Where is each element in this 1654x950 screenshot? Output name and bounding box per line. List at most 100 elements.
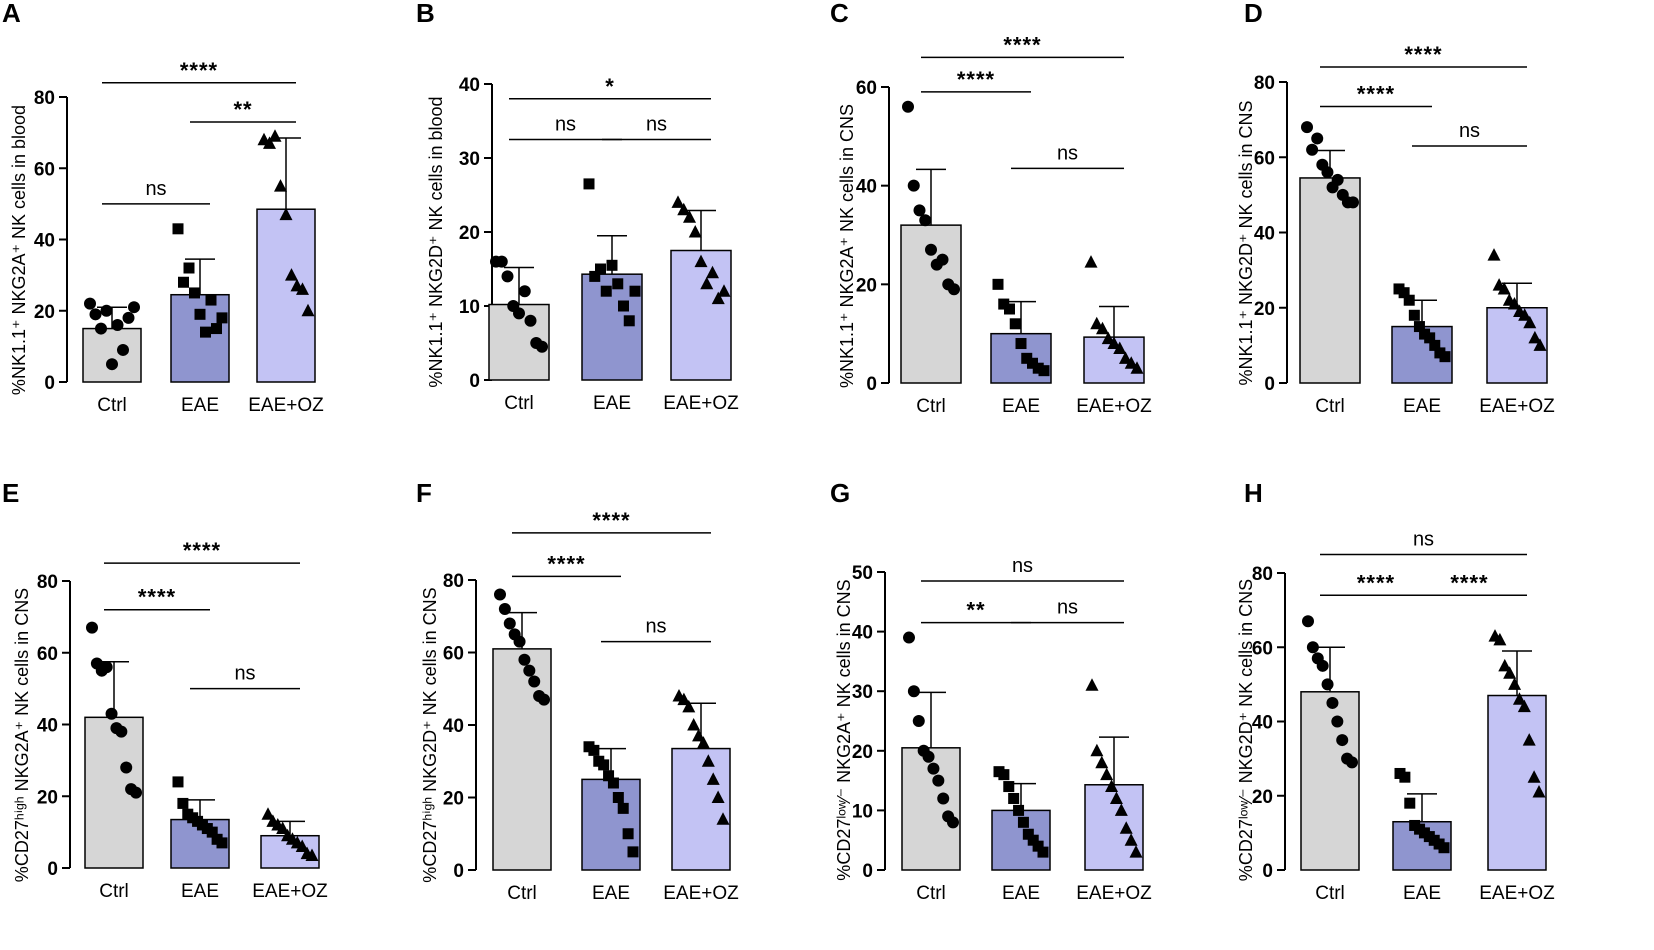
panel-a-point-2-2	[268, 129, 282, 142]
panel-h-point-1-2	[1404, 797, 1416, 809]
panel-g-point-0-0	[903, 631, 915, 644]
panel-E: E %CD27ʰⁱᵍʰ NKG2A⁺ NK cells in CNS 0 20 40 60…	[2, 478, 328, 902]
panel-b-ytick-label-2: 20	[459, 223, 480, 244]
panel-a-bar-2	[256, 208, 316, 383]
panel-b-point-0-1	[495, 255, 508, 268]
panel-f-point-2-9	[716, 812, 730, 825]
panel-c-point-1-8	[1038, 365, 1050, 377]
panel-g-point-0-2	[912, 715, 925, 727]
panel-h-comparison-label-2: ns	[1413, 528, 1434, 550]
panel-g-ytick-label-2: 20	[852, 742, 873, 763]
panel-a-point-0-3	[100, 304, 113, 317]
panel-g-ytick-label-0: 0	[862, 861, 873, 882]
panel-f-xlabel-1: EAE	[592, 883, 630, 904]
panel-a-point-1-0	[172, 223, 184, 235]
panel-c-comparison-label-2: ****	[1003, 32, 1041, 57]
panel-b-comparison-label-0: ns	[555, 114, 576, 136]
panel-c-ytick-label-0: 0	[866, 374, 877, 395]
panel-g-ytick-label-4: 40	[852, 623, 873, 644]
panel-c-point-1-1	[998, 298, 1010, 310]
panel-f-comparison-label-1: ns	[645, 616, 666, 638]
panel-g-ytick-label-3: 30	[852, 682, 873, 703]
panel-h-xlabel-0: Ctrl	[1315, 883, 1345, 904]
panel-c-point-2-5	[1113, 341, 1127, 354]
panel-d-point-0-9	[1347, 196, 1359, 209]
panel-b-ytick-label-0: 0	[469, 371, 480, 392]
panel-g-point-2-4	[1105, 779, 1119, 793]
panel-f-point-2-5	[696, 736, 710, 749]
panel-d-point-0-1	[1306, 143, 1319, 156]
panel-c-point-2-4	[1107, 336, 1121, 350]
panel-a-point-0-6	[117, 343, 129, 356]
panel-g-comparison-label-1: ns	[1057, 597, 1078, 619]
panel-d-point-1-3	[1408, 309, 1420, 321]
panel-c-point-2-2	[1096, 321, 1109, 335]
panel-b-point-1-4	[606, 259, 618, 271]
panel-d-point-2-6	[1518, 308, 1532, 321]
panel-c-comparison-label-1: ns	[1057, 142, 1078, 164]
panel-c-point-1-7	[1032, 362, 1044, 374]
panel-e-ytick-label-4: 80	[37, 572, 58, 593]
panel-c-comparison-label-0: ****	[957, 67, 995, 92]
panel-g-letter: G	[830, 478, 850, 508]
panel-d-xlabel-1: EAE	[1403, 396, 1441, 417]
panel-d-xlabel-0: Ctrl	[1315, 396, 1345, 417]
panel-d-ytick-label-3: 60	[1254, 148, 1275, 169]
panel-c-point-0-6	[936, 253, 949, 266]
panel-f-point-1-7	[617, 802, 629, 814]
panel-h-xlabel-2: EAE+OZ	[1479, 883, 1555, 904]
panel-h-point-2-7	[1522, 733, 1536, 746]
panel-c-point-1-5	[1021, 352, 1033, 364]
panel-e-point-0-9	[130, 786, 142, 799]
panel-f-point-1-6	[612, 792, 624, 803]
panel-h-point-0-6	[1331, 715, 1344, 728]
panel-c-point-2-0	[1084, 255, 1098, 268]
panel-b-point-1-7	[623, 315, 635, 327]
panel-F: F %CD27ʰⁱᵍʰ NKG2D⁺ NK cells in CNS 0 20 40 60…	[416, 478, 739, 904]
panel-a-point-0-2	[95, 322, 107, 335]
panel-a-comparison-label-2: ****	[180, 58, 218, 83]
panel-g-point-2-0	[1085, 678, 1099, 691]
panel-g-point-0-5	[927, 762, 940, 775]
panel-f-ytick-label-1: 20	[443, 789, 464, 810]
panel-b-point-0-6	[524, 314, 537, 327]
panel-f-ytick-label-0: 0	[453, 861, 464, 882]
panel-b-point-1-1	[589, 270, 601, 282]
panel-e-ylabel: %CD27ʰⁱᵍʰ NKG2A⁺ NK cells in CNS	[12, 588, 32, 882]
panel-b-point-1-2	[595, 263, 606, 275]
panel-a-point-1-8	[216, 312, 228, 324]
panel-f-letter: F	[416, 478, 432, 508]
panel-g-point-2-2	[1095, 755, 1109, 769]
panel-g-xlabel-2: EAE+OZ	[1076, 883, 1152, 904]
panel-f-point-2-4	[692, 728, 706, 742]
panel-a-point-1-6	[205, 294, 217, 306]
panel-h-ytick-label-1: 20	[1252, 787, 1273, 808]
panel-h-comparison-label-1: ****	[1450, 570, 1488, 595]
panel-b-point-0-2	[501, 270, 514, 283]
panel-h-bar-0	[1300, 691, 1360, 871]
panel-d-bar-0	[1299, 177, 1361, 384]
panel-a-comparison-label-0: ns	[145, 178, 166, 200]
panel-c-ytick-label-1: 20	[856, 275, 877, 296]
panel-e-xlabel-0: Ctrl	[99, 881, 129, 902]
panel-c-point-1-3	[1009, 318, 1021, 330]
panel-b-point-2-5	[700, 276, 714, 290]
panel-c-point-1-4	[1015, 338, 1027, 350]
panel-b-point-2-3	[688, 225, 702, 238]
panel-a-point-0-5	[111, 319, 124, 331]
panel-f-point-2-1	[677, 692, 691, 706]
panel-h-point-2-2	[1498, 658, 1512, 672]
panel-a-ytick-label-3: 60	[34, 159, 55, 180]
panel-f-point-1-5	[607, 777, 619, 789]
panel-h-ytick-label-2: 40	[1252, 713, 1273, 734]
panel-d-point-0-6	[1331, 173, 1344, 186]
panel-h-point-0-0	[1302, 615, 1314, 628]
panel-a-xlabel-2: EAE+OZ	[248, 395, 324, 416]
panel-e-point-1-0	[172, 776, 184, 788]
panel-d-point-2-8	[1528, 330, 1542, 344]
panel-d-point-1-6	[1424, 332, 1436, 344]
panel-d-point-2-0	[1487, 248, 1501, 261]
panel-d-point-2-4	[1507, 296, 1521, 310]
panel-b-point-2-0	[671, 195, 685, 208]
panel-g-point-1-9	[1037, 846, 1049, 858]
